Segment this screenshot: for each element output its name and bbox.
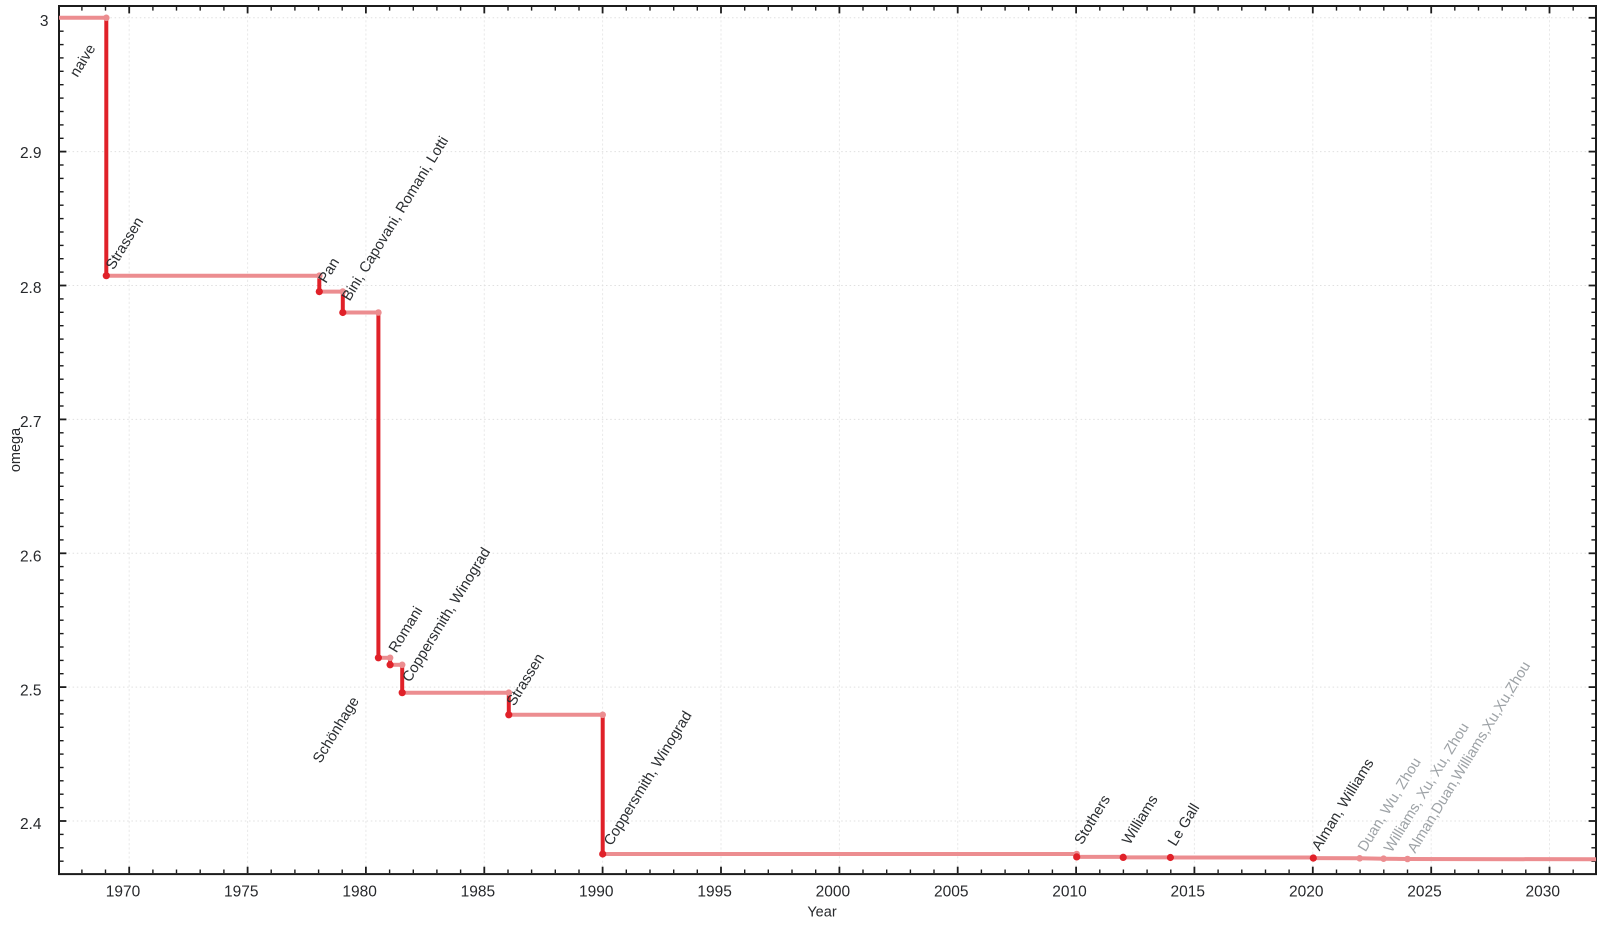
svg-text:2005: 2005 [934, 883, 968, 900]
svg-text:2010: 2010 [1052, 883, 1087, 900]
svg-text:1975: 1975 [224, 883, 258, 900]
svg-text:2.4: 2.4 [20, 816, 42, 833]
svg-text:2.9: 2.9 [20, 145, 42, 162]
svg-text:1985: 1985 [461, 883, 495, 900]
svg-text:3: 3 [40, 13, 49, 30]
svg-text:1990: 1990 [579, 883, 614, 900]
svg-text:2020: 2020 [1289, 883, 1324, 900]
svg-text:2030: 2030 [1526, 883, 1561, 900]
svg-text:2.6: 2.6 [20, 548, 42, 565]
svg-text:1980: 1980 [342, 883, 377, 900]
svg-text:omega: omega [8, 427, 24, 472]
svg-text:Year: Year [807, 904, 836, 920]
svg-text:2000: 2000 [816, 883, 851, 900]
svg-text:2.5: 2.5 [20, 682, 42, 699]
svg-text:1995: 1995 [697, 883, 731, 900]
svg-text:2.8: 2.8 [20, 280, 42, 297]
svg-text:2025: 2025 [1407, 883, 1441, 900]
svg-text:2015: 2015 [1171, 883, 1205, 900]
svg-text:1970: 1970 [106, 883, 141, 900]
